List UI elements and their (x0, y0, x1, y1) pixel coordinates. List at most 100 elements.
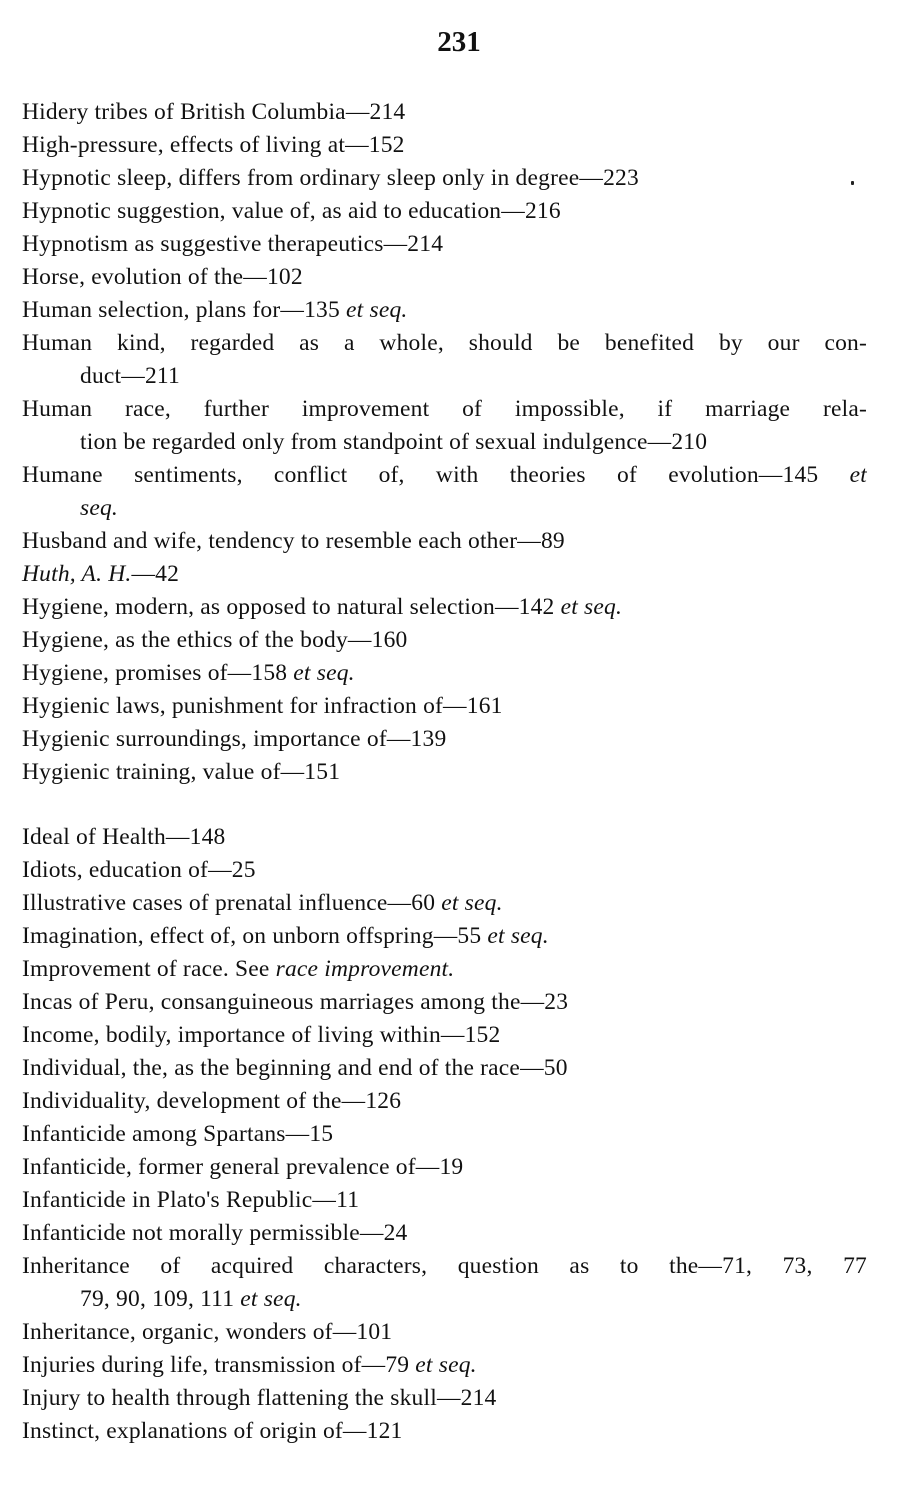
entry-text: Instinct, explanations of origin of—121 (22, 1418, 403, 1444)
index-entry: High-pressure, effects of living at—152 (22, 129, 867, 162)
entry-text: Injury to health through flattening the … (22, 1385, 497, 1411)
italic-text: et seq. (240, 1286, 302, 1312)
entry-line: Inheritance of acquired characters, ques… (22, 1250, 867, 1283)
entry-line: Injury to health through flattening the … (22, 1382, 867, 1415)
entry-text: Improvement of race. See (22, 956, 276, 982)
index-entry: Hygienic laws, punishment for infraction… (22, 690, 867, 723)
index-entry: Human race, further improvement of impos… (22, 393, 867, 459)
index-entry: Inheritance, organic, wonders of—101 (22, 1316, 867, 1349)
entry-line: Hygiene, modern, as opposed to natural s… (22, 591, 867, 624)
entry-line: Individuality, development of the—126 (22, 1085, 867, 1118)
index-entry: Hygienic training, value of—151 (22, 756, 867, 789)
entry-line: Husband and wife, tendency to resemble e… (22, 525, 867, 558)
index-entry: Infanticide in Plato's Republic—11 (22, 1184, 867, 1217)
entry-text: Infanticide not morally permissible—24 (22, 1220, 408, 1246)
entry-line: Imagination, effect of, on unborn offspr… (22, 920, 867, 953)
entry-line: Hygienic laws, punishment for infraction… (22, 690, 867, 723)
italic-text: et seq. (487, 923, 549, 949)
index-entry: Infanticide among Spartans—15 (22, 1118, 867, 1151)
entry-text: Hygienic training, value of—151 (22, 759, 341, 785)
entry-text: Humane sentiments, conflict of, with the… (22, 462, 850, 488)
entry-text: 79, 90, 109, 111 (80, 1286, 241, 1312)
index-entry: Human kind, regarded as a whole, should … (22, 327, 867, 393)
italic-text: et seq. (293, 660, 355, 686)
italic-text: et (849, 462, 867, 488)
entry-text: Ideal of Health—148 (22, 824, 226, 850)
entry-text: Illustrative cases of prenatal influence… (22, 890, 442, 916)
entry-text: Individual, the, as the beginning and en… (22, 1055, 568, 1081)
index-entry: Idiots, education of—25 (22, 854, 867, 887)
entry-text: Injuries during life, transmission of—79 (22, 1352, 416, 1378)
entry-text: Human kind, regarded as a whole, should … (22, 330, 867, 356)
entry-text: Hypnotic sleep, differs from ordinary sl… (22, 165, 639, 191)
index-entry: Injury to health through flattening the … (22, 1382, 867, 1415)
entry-text: Hygienic laws, punishment for infraction… (22, 693, 503, 719)
entry-line: Income, bodily, importance of living wit… (22, 1019, 867, 1052)
entry-line: Idiots, education of—25 (22, 854, 867, 887)
index-entry: Humane sentiments, conflict of, with the… (22, 459, 867, 525)
entry-line: Humane sentiments, conflict of, with the… (22, 459, 867, 492)
entry-text: Horse, evolution of the—102 (22, 264, 303, 290)
entry-line: Infanticide, former general prevalence o… (22, 1151, 867, 1184)
index-entry: Infanticide, former general prevalence o… (22, 1151, 867, 1184)
entry-text: Hygiene, promises of—158 (22, 660, 294, 686)
italic-text: et seq. (560, 594, 623, 620)
entry-text: —42 (131, 561, 180, 587)
entry-line: Ideal of Health—148 (22, 821, 867, 854)
entry-line: Horse, evolution of the—102 (22, 261, 867, 294)
entry-text: Hidery tribes of British Columbia—214 (22, 99, 406, 125)
italic-text: et seq. (415, 1352, 477, 1378)
index-entry: Ideal of Health—148 (22, 821, 867, 854)
entry-line: High-pressure, effects of living at—152 (22, 129, 867, 162)
entry-line: Illustrative cases of prenatal influence… (22, 887, 867, 920)
entry-line: Individual, the, as the beginning and en… (22, 1052, 867, 1085)
entry-line: Hypnotic sleep, differs from ordinary sl… (22, 162, 867, 195)
entry-text: Infanticide among Spartans—15 (22, 1121, 334, 1147)
index-entry: Hypnotic suggestion, value of, as aid to… (22, 195, 867, 228)
index-entry: Imagination, effect of, on unborn offspr… (22, 920, 867, 953)
index-entry: Hygiene, as the ethics of the body—160 (22, 624, 867, 657)
entry-line: Infanticide not morally permissible—24 (22, 1217, 867, 1250)
entry-text: Inheritance of acquired characters, ques… (22, 1253, 867, 1279)
entry-line: Incas of Peru, consanguineous marriages … (22, 986, 867, 1019)
entry-text: Human selection, plans for—135 (22, 297, 347, 323)
entry-text: Human race, further improvement of impos… (22, 396, 867, 422)
entry-line: Hypnotism as suggestive therapeutics—214 (22, 228, 867, 261)
entry-line: Human race, further improvement of impos… (22, 393, 867, 426)
entry-text: Inheritance, organic, wonders of—101 (22, 1319, 393, 1345)
index-entry: Individual, the, as the beginning and en… (22, 1052, 867, 1085)
entry-line: Inheritance, organic, wonders of—101 (22, 1316, 867, 1349)
entry-text: High-pressure, effects of living at—152 (22, 132, 405, 158)
entry-text: Infanticide, former general prevalence o… (22, 1154, 464, 1180)
entry-text: Hygienic surroundings, importance of—139 (22, 726, 447, 752)
entry-text: Hypnotism as suggestive therapeutics—214 (22, 231, 444, 257)
index-entry: Huth, A. H.—42 (22, 558, 867, 591)
index-entry: Illustrative cases of prenatal influence… (22, 887, 867, 920)
entry-line: Hypnotic suggestion, value of, as aid to… (22, 195, 867, 228)
entry-text: Income, bodily, importance of living wit… (22, 1022, 501, 1048)
entry-line: Injuries during life, transmission of—79… (22, 1349, 867, 1382)
index-entry: Improvement of race. See race improvemen… (22, 953, 867, 986)
entry-line: Huth, A. H.—42 (22, 558, 867, 591)
entry-line: Hygienic surroundings, importance of—139 (22, 723, 867, 756)
entry-text: Hygiene, modern, as opposed to natural s… (22, 594, 561, 620)
entry-line: Instinct, explanations of origin of—121 (22, 1415, 867, 1448)
index-entry: Hypnotism as suggestive therapeutics—214 (22, 228, 867, 261)
entry-line: Improvement of race. See race improvemen… (22, 953, 867, 986)
entry-text: Individuality, development of the—126 (22, 1088, 402, 1114)
entry-line: Human selection, plans for—135 et seq. (22, 294, 867, 327)
index-entry: Husband and wife, tendency to resemble e… (22, 525, 867, 558)
page-number: 231 (437, 26, 481, 58)
entry-text: Infanticide in Plato's Republic—11 (22, 1187, 360, 1213)
index-entry: Infanticide not morally permissible—24 (22, 1217, 867, 1250)
index-entry: Horse, evolution of the—102 (22, 261, 867, 294)
section-gap (22, 789, 867, 821)
entry-text: Idiots, education of—25 (22, 857, 256, 883)
entry-line: Infanticide among Spartans—15 (22, 1118, 867, 1151)
index-entry: Hypnotic sleep, differs from ordinary sl… (22, 162, 867, 195)
entry-text: duct—211 (80, 363, 180, 389)
italic-text: et seq. (441, 890, 503, 916)
index-entry: Income, bodily, importance of living wit… (22, 1019, 867, 1052)
italic-text: et seq. (346, 297, 408, 323)
entry-continuation-line: duct—211 (22, 360, 867, 393)
